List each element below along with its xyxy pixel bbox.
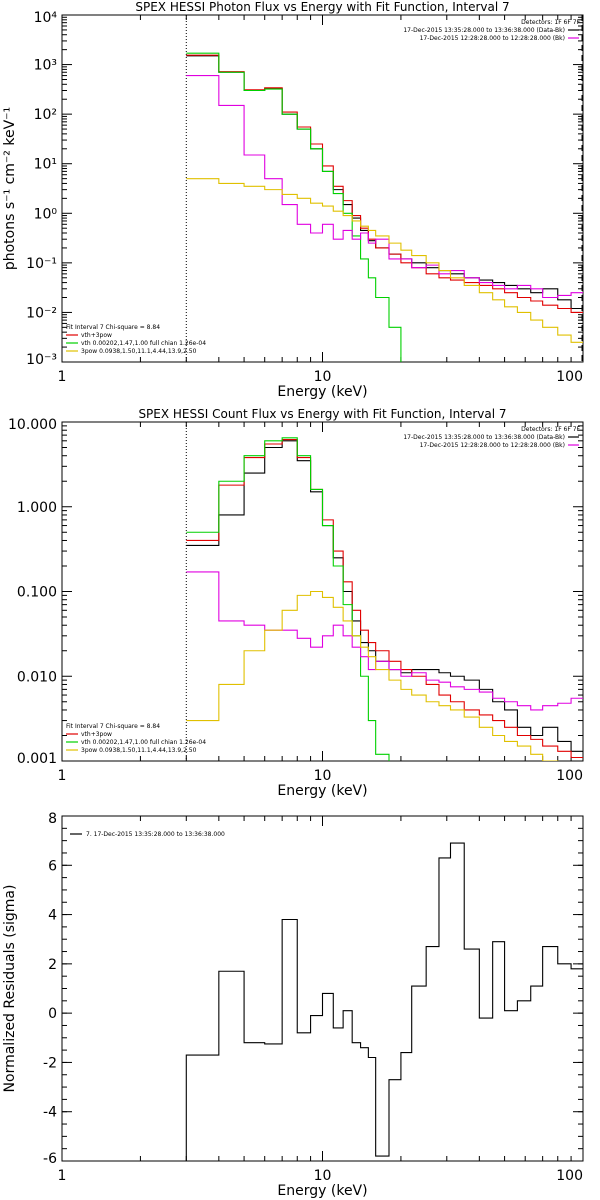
series-line-2 — [186, 439, 583, 759]
series-group — [186, 52, 583, 362]
x-minor-ticks — [139, 15, 572, 362]
x-axis-label: Energy (keV) — [277, 1183, 367, 1199]
y-tick-label: -6 — [43, 1151, 57, 1167]
legend-entry: vth 0.00202,1.47,1.00 full chian 1.26e-0… — [81, 739, 206, 746]
y-tick-label: 8 — [48, 811, 57, 827]
legend-entry: vth 0.00202,1.47,1.00 full chian 1.26e-0… — [81, 340, 206, 347]
legend-entry: 7. 17-Dec-2015 13:35:28.000 to 13:36:38.… — [86, 831, 225, 838]
series-line-4 — [186, 75, 583, 299]
y-tick-label: 10⁻¹ — [26, 256, 57, 272]
x-tick-label: 100 — [556, 369, 583, 385]
y-tick-label: 10⁻² — [26, 305, 57, 321]
series-line-4 — [186, 571, 583, 711]
y-tick-label: 0.001 — [17, 751, 57, 767]
x-tick-label: 100 — [556, 1168, 583, 1184]
x-axis-label: Energy (keV) — [277, 384, 367, 400]
y-tick-label: 10¹ — [34, 157, 57, 173]
series-line-1 — [186, 55, 583, 310]
y-tick-label: 0.100 — [17, 585, 57, 601]
x-minor-ticks — [139, 816, 572, 1161]
y-tick-label: -2 — [43, 1055, 57, 1071]
series-line-3 — [186, 437, 390, 761]
y-tick-label: 1.000 — [17, 500, 57, 516]
y-tick-label: 4 — [48, 908, 57, 924]
y-tick-label: 10⁴ — [34, 10, 58, 26]
x-tick-label: 10 — [314, 369, 332, 385]
detectors-label: Detectors: 1F 6F 7F — [521, 426, 580, 433]
time-interval-label: 17-Dec-2015 13:35:28.000 to 13:36:38.000… — [403, 434, 565, 441]
x-tick-label: 1 — [58, 1168, 67, 1184]
x-tick-label: 100 — [556, 768, 583, 784]
plot-frame — [61, 14, 584, 363]
legend-title: Fit Interval 7 Chi-square = 8.84 — [66, 324, 160, 331]
y-tick-label: 10⁰ — [34, 206, 58, 222]
series-line-1 — [185, 842, 583, 1161]
y-tick-label: 0 — [48, 1006, 57, 1022]
chart-title: SPEX HESSI Count Flux vs Energy with Fit… — [138, 407, 506, 421]
chart-panel-3: 1 10 100 -6 -4 -2 0 2 4 6 8 Energy (keV) Normalized … — [2, 811, 584, 1199]
detectors-label: Detectors: 1F 6F 7F — [521, 19, 580, 26]
y-tick-label: 2 — [48, 957, 57, 973]
y-tick-label: 6 — [48, 858, 57, 874]
time-interval-label: 17-Dec-2015 12:28:28.000 to 12:28:28.000… — [420, 442, 565, 449]
y-tick-label: 10³ — [34, 58, 57, 74]
series-group — [185, 842, 583, 1161]
time-interval-label: 17-Dec-2015 12:28:28.000 to 12:28:28.000… — [420, 35, 565, 42]
chart-panel-1: SPEX HESSI Photon Flux vs Energy with Fi… — [2, 0, 584, 400]
y-tick-label: 0.010 — [17, 669, 57, 685]
legend-entry: vth+3pow — [81, 731, 112, 738]
x-tick-label: 10 — [314, 1168, 332, 1184]
series-line-5 — [186, 178, 583, 343]
x-tick-label: 1 — [58, 768, 67, 784]
time-interval-label: 17-Dec-2015 13:35:28.000 to 13:36:38.000… — [403, 27, 565, 34]
y-tick-label: 10.000 — [8, 417, 57, 433]
series-line-2 — [186, 54, 583, 313]
series-line-1 — [186, 440, 583, 752]
legend-entry: vth+3pow — [81, 332, 112, 339]
series-line-5 — [186, 590, 559, 761]
chart-title: SPEX HESSI Photon Flux vs Energy with Fi… — [135, 0, 509, 14]
x-tick-label: 1 — [58, 369, 67, 385]
x-axis-label: Energy (keV) — [277, 783, 367, 799]
y-tick-label: 10² — [34, 107, 57, 123]
y-axis-label: photons s⁻¹ cm⁻² keV⁻¹ — [2, 107, 18, 270]
legend-entry: 3pow 0.0938,1.50,11.1,4.44,13.9,2.50 — [81, 348, 197, 355]
x-tick-label: 10 — [314, 768, 332, 784]
series-line-3 — [186, 52, 402, 362]
y-minor-ticks — [62, 425, 583, 736]
y-minor-ticks — [62, 16, 583, 348]
legend-title: Fit Interval 7 Chi-square = 8.84 — [66, 723, 160, 730]
chart-panel-2: SPEX HESSI Count Flux vs Energy with Fit… — [8, 407, 584, 799]
legend-entry: 3pow 0.0938,1.50,11.1,4.44,13.9,2.50 — [81, 747, 197, 754]
y-tick-label: 10⁻³ — [26, 352, 57, 368]
y-axis-label: Normalized Residuals (sigma) — [2, 885, 18, 1093]
series-group — [186, 437, 583, 761]
y-tick-label: -4 — [43, 1105, 57, 1121]
